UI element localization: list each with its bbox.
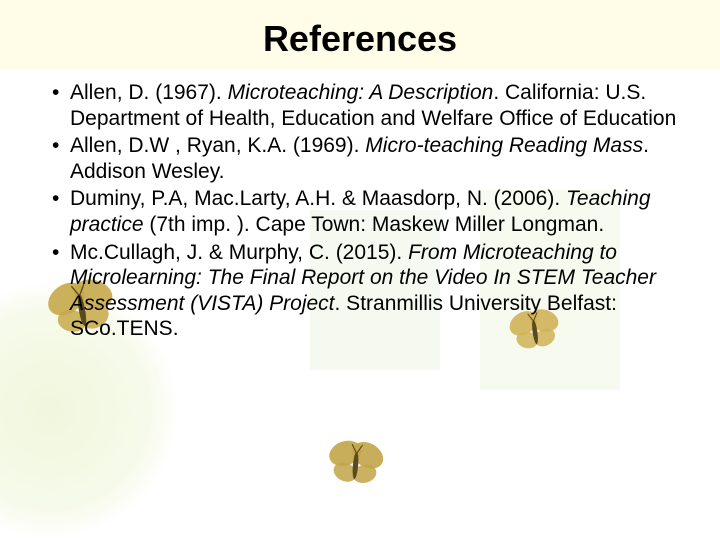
reference-item: Allen, D.W , Ryan, K.A. (1969). Micro-te… [36, 133, 684, 184]
reference-item: Allen, D. (1967). Microteaching: A Descr… [36, 80, 684, 131]
ref-author: Allen, D. (1967). [70, 81, 228, 104]
butterfly-icon [314, 424, 395, 505]
ref-title: Microteaching: A Description [228, 81, 494, 104]
reference-item: Mc.Cullagh, J. & Murphy, C. (2015). From… [36, 240, 684, 342]
ref-title: Micro-teaching Reading Mass [365, 134, 643, 157]
reference-list: Allen, D. (1967). Microteaching: A Descr… [36, 80, 684, 342]
ref-author: Duminy, P.A, Mac.Larty, A.H. & Maasdorp,… [70, 187, 566, 210]
ref-rest: (7th imp. ). Cape Town: Maskew Miller Lo… [144, 213, 605, 236]
ref-author: Allen, D.W , Ryan, K.A. (1969). [70, 134, 365, 157]
slide-content: References Allen, D. (1967). Microteachi… [0, 0, 720, 342]
reference-item: Duminy, P.A, Mac.Larty, A.H. & Maasdorp,… [36, 186, 684, 237]
ref-author: Mc.Cullagh, J. & Murphy, C. (2015). [70, 241, 408, 264]
page-title: References [36, 18, 684, 60]
